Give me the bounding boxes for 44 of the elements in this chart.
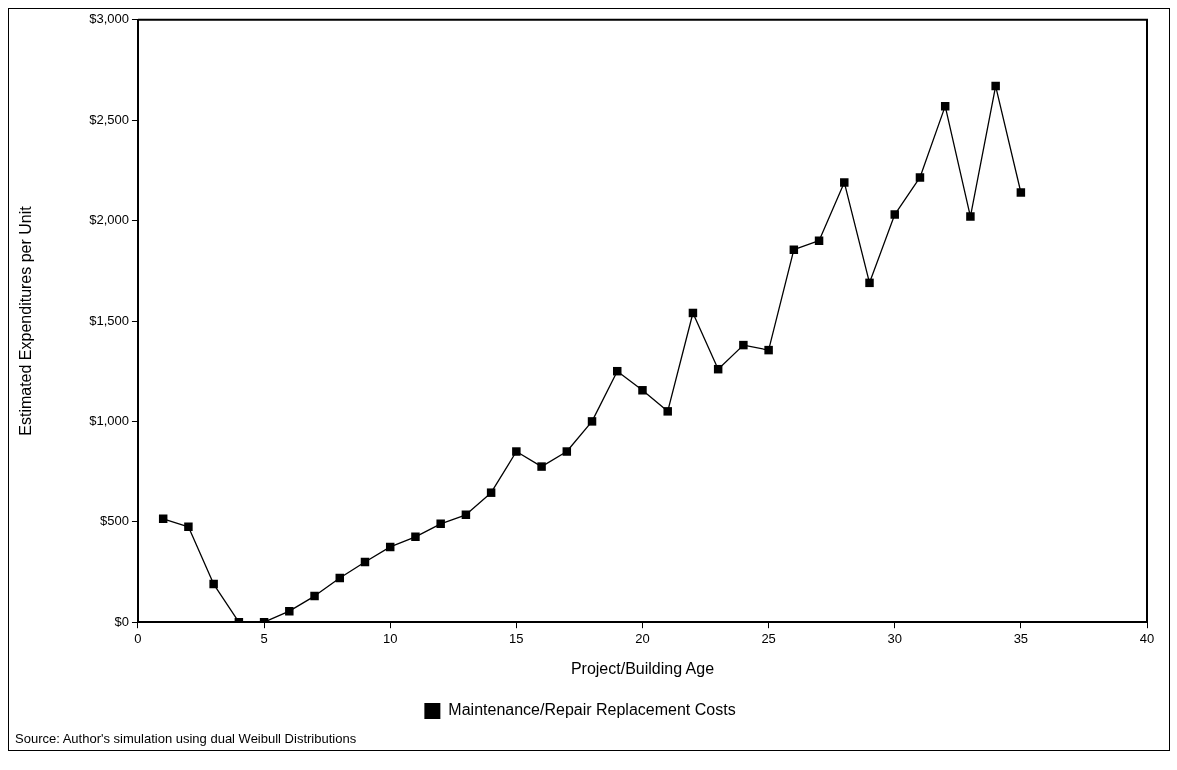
x-axis-title: Project/Building Age <box>570 659 715 677</box>
point <box>184 522 193 532</box>
point <box>663 407 672 416</box>
x-tick-label: 5 <box>260 630 268 646</box>
y-tick-label: $500 <box>100 513 129 529</box>
point <box>411 532 420 542</box>
point <box>587 417 597 426</box>
point <box>789 245 799 254</box>
x-tick-label: 15 <box>509 630 524 646</box>
point <box>285 606 294 616</box>
point <box>562 447 572 456</box>
point <box>991 81 1000 91</box>
point <box>209 579 218 589</box>
point <box>436 519 445 529</box>
x-tick-label: 0 <box>134 630 142 646</box>
x-tick-label: 20 <box>635 630 650 646</box>
x-tick-label: 25 <box>761 630 776 646</box>
point <box>915 173 925 182</box>
y-tick-label: $0 <box>114 613 129 629</box>
legend-label: Maintenance/Repair Replacement Costs <box>448 701 736 719</box>
y-tick-label: $2,500 <box>89 111 129 127</box>
point <box>840 178 849 187</box>
y-tick-label: $1,000 <box>89 412 129 428</box>
point <box>537 462 546 471</box>
x-tick-label: 35 <box>1013 630 1029 646</box>
point <box>865 278 874 288</box>
x-tick-label: 40 <box>1139 630 1155 646</box>
point <box>1016 188 1026 197</box>
point <box>310 591 319 601</box>
x-tick-label: 30 <box>887 630 902 646</box>
point <box>486 488 496 497</box>
y-tick-label: $1,500 <box>89 312 129 328</box>
y-tick-label: $2,000 <box>89 212 129 228</box>
x-tick-label: 10 <box>382 630 398 646</box>
point <box>814 236 824 245</box>
point <box>512 447 521 456</box>
y-axis-title: Estimated Expenditures per Unit <box>17 205 35 436</box>
source-note: Source: Author's simulation using dual Weibull Distributions <box>14 730 358 748</box>
y-tick-label: $3,000 <box>89 11 129 27</box>
point <box>764 345 773 355</box>
point <box>638 386 647 395</box>
point <box>739 340 748 350</box>
point <box>890 210 899 219</box>
point <box>966 212 975 221</box>
